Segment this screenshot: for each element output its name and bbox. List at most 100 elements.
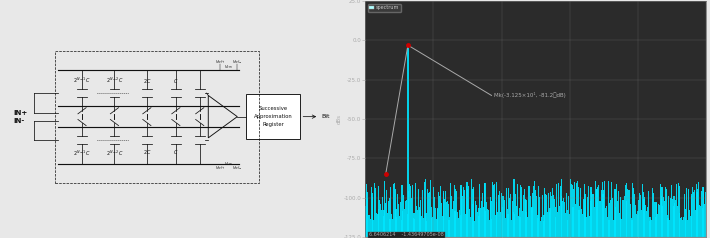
Bar xyxy=(556,184,557,238)
Bar xyxy=(557,212,558,238)
Bar xyxy=(491,219,492,238)
Bar xyxy=(700,207,701,238)
Bar xyxy=(604,181,605,238)
Bar xyxy=(417,188,419,238)
Bar xyxy=(476,205,477,238)
Bar xyxy=(660,196,662,238)
Bar xyxy=(685,208,687,238)
Bar xyxy=(691,194,692,238)
Bar xyxy=(633,188,634,238)
Text: $2C$: $2C$ xyxy=(143,77,151,85)
Bar xyxy=(529,186,530,238)
Bar xyxy=(677,206,678,238)
Bar xyxy=(466,182,468,238)
Bar xyxy=(584,184,585,238)
Bar xyxy=(616,184,617,238)
Bar xyxy=(664,201,665,238)
Bar xyxy=(451,196,452,238)
Bar xyxy=(705,192,706,238)
Bar xyxy=(513,212,514,238)
Bar xyxy=(422,190,423,238)
Bar xyxy=(408,191,410,238)
Bar xyxy=(498,195,499,238)
FancyBboxPatch shape xyxy=(246,94,300,139)
Bar xyxy=(523,195,524,238)
Text: Approximation: Approximation xyxy=(253,114,293,119)
Bar xyxy=(497,212,498,238)
Bar xyxy=(626,183,627,238)
Bar xyxy=(381,210,382,238)
Bar xyxy=(369,215,370,238)
Bar xyxy=(693,192,694,238)
Bar xyxy=(370,219,371,238)
Bar xyxy=(623,200,624,238)
Bar xyxy=(528,186,529,238)
Bar xyxy=(470,217,471,238)
Bar xyxy=(482,193,483,238)
Bar xyxy=(698,182,699,238)
Bar xyxy=(569,214,570,238)
Bar xyxy=(404,209,405,238)
Bar xyxy=(435,208,436,238)
Bar xyxy=(526,212,528,238)
Bar xyxy=(601,190,602,238)
Bar xyxy=(475,201,476,238)
Bar xyxy=(600,201,601,238)
Bar xyxy=(574,182,575,238)
Bar xyxy=(651,219,652,238)
Text: $C$: $C$ xyxy=(173,77,178,85)
Bar xyxy=(550,192,552,238)
Bar xyxy=(540,221,541,238)
Bar xyxy=(508,188,510,238)
Bar xyxy=(699,205,700,238)
Bar xyxy=(428,193,429,238)
Bar xyxy=(627,189,628,238)
Bar xyxy=(479,184,481,238)
Bar xyxy=(442,193,444,238)
Bar xyxy=(501,207,503,238)
Bar xyxy=(620,197,621,238)
Bar xyxy=(468,186,469,238)
Bar xyxy=(571,184,572,238)
Bar xyxy=(586,217,587,238)
Bar xyxy=(401,185,403,238)
Bar xyxy=(411,198,412,238)
Bar xyxy=(480,208,481,238)
Bar xyxy=(478,216,479,238)
Bar xyxy=(394,183,395,238)
Bar xyxy=(669,220,670,238)
Bar xyxy=(594,207,595,238)
Bar xyxy=(679,213,680,238)
Bar xyxy=(551,196,552,238)
Bar xyxy=(400,220,402,238)
Bar xyxy=(605,208,606,238)
Bar xyxy=(621,219,623,238)
Bar xyxy=(464,189,465,238)
Bar xyxy=(665,188,666,238)
Bar xyxy=(606,206,607,238)
Bar xyxy=(676,184,677,238)
Bar xyxy=(645,205,646,238)
Bar xyxy=(654,203,655,238)
Bar xyxy=(534,181,535,238)
Bar xyxy=(629,190,630,238)
Bar xyxy=(505,218,506,238)
Bar xyxy=(630,204,631,238)
Bar xyxy=(459,215,461,238)
Bar xyxy=(666,188,667,238)
Bar xyxy=(410,186,411,238)
Bar xyxy=(655,217,656,238)
Text: $2^{N-2}C$: $2^{N-2}C$ xyxy=(106,149,124,158)
Bar xyxy=(558,183,559,238)
Bar xyxy=(643,199,645,238)
Bar xyxy=(503,196,504,238)
Bar xyxy=(672,206,674,238)
Bar xyxy=(545,194,546,238)
Bar xyxy=(610,200,611,238)
Bar xyxy=(567,220,569,238)
Bar xyxy=(453,201,454,238)
Bar xyxy=(644,197,645,238)
Bar xyxy=(589,201,591,238)
Bar xyxy=(420,200,421,238)
Bar xyxy=(670,198,671,238)
